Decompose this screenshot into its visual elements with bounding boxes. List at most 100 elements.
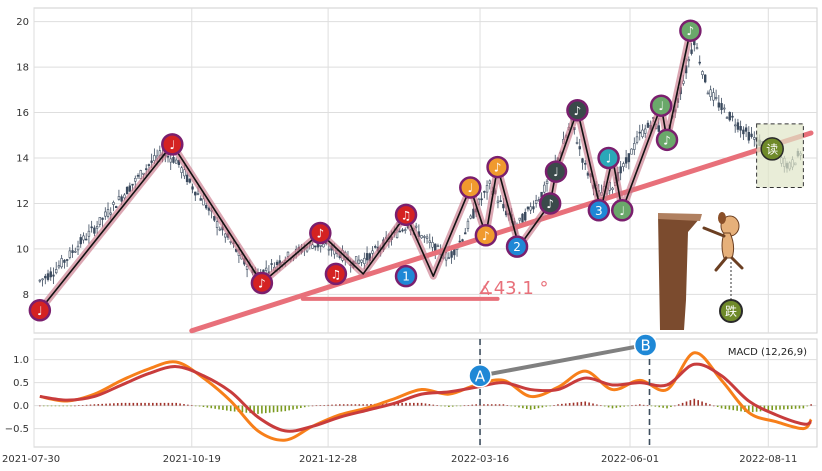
histogram-bar <box>245 405 248 413</box>
histogram-bar <box>335 404 337 406</box>
histogram-bar <box>93 404 96 406</box>
candle-body <box>46 273 50 280</box>
cliff-rock <box>658 214 700 330</box>
candle-body <box>747 131 751 141</box>
candle-body <box>128 185 132 192</box>
pivot-marker <box>486 155 509 179</box>
candle-body <box>196 193 200 195</box>
histogram-bar <box>728 405 731 410</box>
histogram-bar <box>697 400 699 406</box>
candle-body <box>529 206 532 211</box>
histogram-bar <box>790 405 793 409</box>
candle-body <box>41 278 44 281</box>
histogram-bar <box>502 404 505 406</box>
histogram-bar <box>732 405 735 411</box>
candle-body <box>472 208 475 219</box>
candle-body <box>635 136 639 143</box>
histogram-bar <box>140 402 142 406</box>
candle-body <box>644 128 647 134</box>
histogram-bar <box>296 405 298 409</box>
candle-body <box>311 244 314 249</box>
figure-marker <box>719 299 743 323</box>
candle-body <box>496 200 500 203</box>
candle-body <box>458 240 461 243</box>
price-y-tick-label: 8 <box>23 290 29 301</box>
candle-body <box>447 257 451 259</box>
pivot-marker-label: ♪ <box>316 227 324 241</box>
histogram-bar <box>214 405 216 409</box>
pivot-marker <box>459 176 482 199</box>
candle-body <box>112 202 115 205</box>
candle-body <box>611 187 614 190</box>
histogram-bar <box>498 404 501 406</box>
histogram-bar <box>802 405 805 409</box>
histogram-bar <box>599 405 602 407</box>
price-y-tick-label: 20 <box>16 17 29 28</box>
candle-body <box>723 107 726 110</box>
candle-body <box>420 235 423 239</box>
histogram-bar <box>705 402 707 406</box>
candle-body <box>98 217 102 225</box>
histogram-bar <box>116 403 119 406</box>
histogram-bar <box>66 405 68 407</box>
x-tick-label: 2021-12-28 <box>299 454 357 465</box>
histogram-bar <box>292 405 294 410</box>
candle-body <box>532 206 535 210</box>
histogram-bar <box>409 402 411 406</box>
histogram-bar <box>303 405 306 408</box>
pivot-marker <box>28 299 52 322</box>
candle-body <box>436 245 440 248</box>
histogram-bar <box>222 405 224 410</box>
histogram-bar <box>120 402 123 406</box>
histogram-bar <box>475 404 477 406</box>
candle-body <box>720 103 723 111</box>
histogram-bar <box>132 402 135 406</box>
pivot-marker-label: ♩ <box>619 204 625 218</box>
candle-body <box>641 129 644 138</box>
candle-body <box>264 267 268 271</box>
candle-body <box>204 205 208 209</box>
candle-body <box>526 206 530 210</box>
candle-body <box>701 71 704 76</box>
histogram-bar <box>50 405 53 407</box>
candle-body <box>657 125 661 132</box>
histogram-bar <box>568 403 571 406</box>
figure-arm <box>702 226 726 238</box>
candle-body <box>136 175 140 177</box>
candle-body <box>575 141 579 144</box>
histogram-bar <box>584 401 587 406</box>
histogram-bar <box>720 405 723 409</box>
histogram-bar <box>557 404 559 406</box>
candle-body <box>44 275 47 279</box>
histogram-bar <box>206 405 209 408</box>
candle-body <box>578 146 581 150</box>
price-panel: 8 10 12 14 16 18 20 ∡43.1 ° 读 ♩ ♩ ♪ ♪ ♫ ♫ 1 ♩ ♪ ♪ 2 ♪ ♩ ♪ 3 ♩ ♩ ♩ ♪… <box>16 7 818 334</box>
histogram-bar <box>525 405 528 409</box>
histogram-bar <box>190 405 193 406</box>
pivot-marker-label: ♪ <box>258 277 266 291</box>
candle-body <box>466 220 470 229</box>
candle-body <box>534 199 538 204</box>
figure-ear <box>718 212 726 224</box>
candle-body <box>213 215 216 221</box>
candle-body <box>414 225 418 228</box>
histogram-bar <box>124 402 127 406</box>
histogram-bar <box>471 404 474 406</box>
histogram-bar <box>226 405 228 411</box>
histogram-bar <box>358 404 361 406</box>
candle-body <box>188 178 192 183</box>
histogram-bar <box>592 403 594 406</box>
histogram-bar <box>451 405 454 407</box>
histogram-bar <box>775 405 777 410</box>
histogram-bar <box>85 404 88 406</box>
histogram-bar <box>331 404 333 406</box>
histogram-bar <box>533 405 536 409</box>
trendline <box>189 130 814 334</box>
candle-body <box>150 160 153 163</box>
histogram-bar <box>159 402 162 406</box>
histogram-bar <box>436 405 438 406</box>
histogram-bar <box>338 404 341 406</box>
candle-body <box>71 250 74 253</box>
candle-body <box>624 157 628 164</box>
candle-body <box>224 233 227 238</box>
